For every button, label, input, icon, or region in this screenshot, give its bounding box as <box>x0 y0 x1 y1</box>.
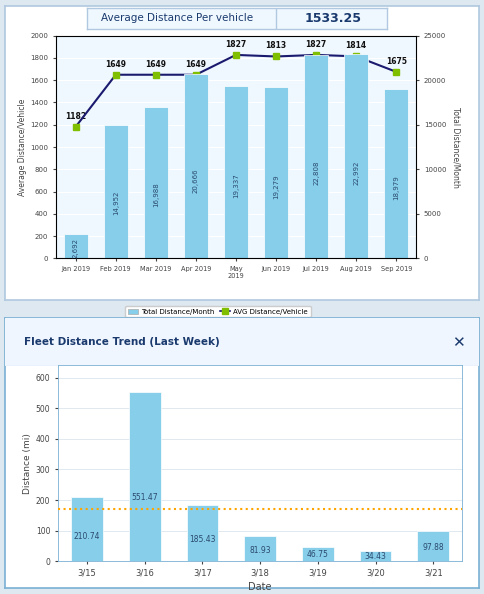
Text: 1814: 1814 <box>346 41 367 50</box>
Text: Fleet Distance Trend (Last Week): Fleet Distance Trend (Last Week) <box>24 337 220 347</box>
Text: 2,692: 2,692 <box>73 238 79 258</box>
Text: 19,337: 19,337 <box>233 173 239 198</box>
Bar <box>344 53 368 258</box>
Text: 1649: 1649 <box>185 59 206 68</box>
Bar <box>360 551 392 561</box>
Bar <box>71 497 103 561</box>
Bar <box>384 89 408 258</box>
Bar <box>304 55 328 258</box>
Legend: Total Distance/Month, AVG Distance/Vehicle: Total Distance/Month, AVG Distance/Vehic… <box>125 306 311 317</box>
Text: 14,952: 14,952 <box>113 190 119 214</box>
Text: 97.88: 97.88 <box>423 544 444 552</box>
Text: 22,992: 22,992 <box>353 160 359 185</box>
Text: 1675: 1675 <box>386 56 407 66</box>
Bar <box>264 87 288 258</box>
Text: 1827: 1827 <box>226 40 246 49</box>
Y-axis label: Total Distance/Month: Total Distance/Month <box>451 106 460 188</box>
Text: 16,988: 16,988 <box>153 182 159 207</box>
Text: 20,666: 20,666 <box>193 169 199 194</box>
Text: 1649: 1649 <box>145 59 166 68</box>
Bar <box>144 107 168 258</box>
Text: 18,979: 18,979 <box>393 175 399 200</box>
Text: ✕: ✕ <box>452 334 465 350</box>
Bar <box>418 532 449 561</box>
Bar <box>64 235 88 258</box>
X-axis label: Date: Date <box>248 582 272 592</box>
Text: 1533.25: 1533.25 <box>305 12 362 25</box>
Text: Average Distance Per vehicle: Average Distance Per vehicle <box>101 14 253 23</box>
Bar <box>186 504 218 561</box>
Text: 46.75: 46.75 <box>307 551 329 560</box>
Y-axis label: Distance (mi): Distance (mi) <box>23 433 31 494</box>
Text: 210.74: 210.74 <box>74 532 100 541</box>
Text: 1827: 1827 <box>305 40 327 49</box>
Text: 34.43: 34.43 <box>364 552 387 561</box>
Bar <box>184 74 208 258</box>
Bar <box>104 125 128 258</box>
Bar <box>129 393 161 561</box>
Bar <box>224 86 248 258</box>
Text: 551.47: 551.47 <box>131 492 158 502</box>
Text: 185.43: 185.43 <box>189 535 216 544</box>
Y-axis label: Average Distance/Vehicle: Average Distance/Vehicle <box>18 99 27 195</box>
Text: 1182: 1182 <box>65 112 86 121</box>
Text: 81.93: 81.93 <box>249 545 271 555</box>
Text: 1813: 1813 <box>265 42 287 50</box>
Text: 22,808: 22,808 <box>313 161 319 185</box>
Bar <box>302 547 334 561</box>
Bar <box>244 536 276 561</box>
Text: 1649: 1649 <box>105 59 126 68</box>
Text: 19,279: 19,279 <box>273 174 279 198</box>
